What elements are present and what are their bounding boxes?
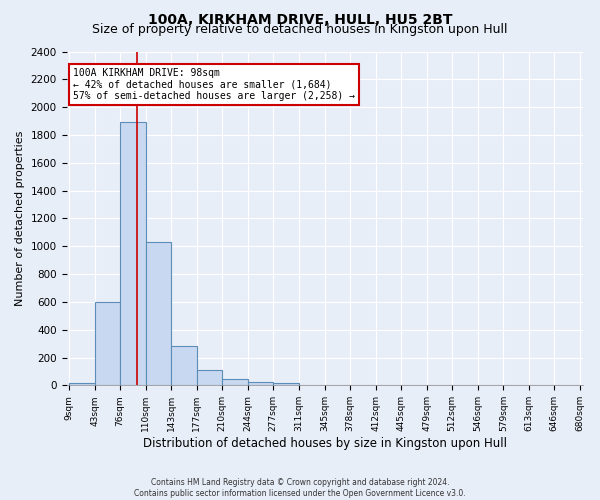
Y-axis label: Number of detached properties: Number of detached properties (15, 130, 25, 306)
Bar (69, 382, 95, 386)
Bar (197, 370, 222, 386)
Bar (120, 122, 146, 386)
Text: Contains HM Land Registry data © Crown copyright and database right 2024.
Contai: Contains HM Land Registry data © Crown c… (134, 478, 466, 498)
X-axis label: Distribution of detached houses by size in Kingston upon Hull: Distribution of detached houses by size … (143, 437, 506, 450)
Bar (95, 302, 120, 386)
Bar (248, 382, 273, 386)
Bar (171, 346, 197, 386)
Bar (273, 382, 299, 386)
Text: Size of property relative to detached houses in Kingston upon Hull: Size of property relative to detached ho… (92, 22, 508, 36)
Bar (222, 379, 248, 386)
Text: 100A KIRKHAM DRIVE: 98sqm
← 42% of detached houses are smaller (1,684)
57% of se: 100A KIRKHAM DRIVE: 98sqm ← 42% of detac… (73, 68, 355, 102)
Text: 100A, KIRKHAM DRIVE, HULL, HU5 2BT: 100A, KIRKHAM DRIVE, HULL, HU5 2BT (148, 12, 452, 26)
Bar (146, 242, 171, 386)
